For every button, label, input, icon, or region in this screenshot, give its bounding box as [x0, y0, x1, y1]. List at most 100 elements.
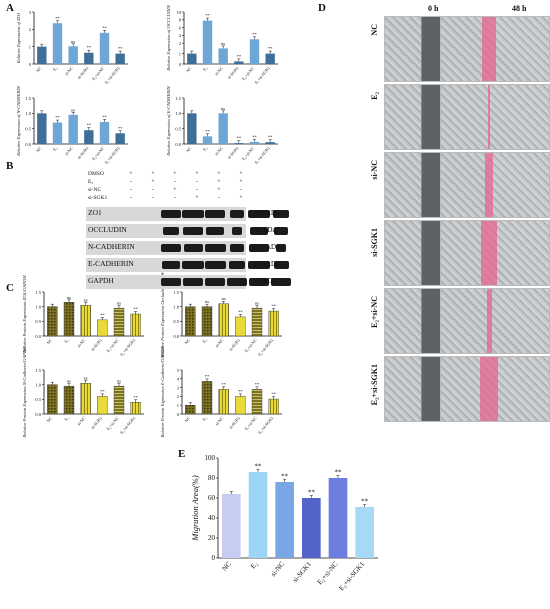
blot-band: [162, 261, 180, 269]
significance-mark: ns: [71, 39, 75, 44]
x-tick-label: E₂+si-SGK1: [104, 65, 121, 84]
bar: [130, 402, 141, 415]
y-tick-label: 0: [29, 62, 32, 67]
y-tick-label: 1.5: [173, 290, 179, 295]
significance-mark: **: [281, 473, 289, 481]
blot-kda-n-cadherin: 125 kDa: [254, 242, 280, 251]
y-tick-label: 0: [212, 554, 216, 562]
y-tick-label: 0: [177, 412, 180, 417]
x-tick-label: si-NC: [214, 145, 224, 156]
blot-row-e-cadherin: [86, 258, 289, 272]
x-tick-label: E₂: [52, 145, 59, 152]
blot-band: [230, 210, 244, 218]
blot-band: [274, 227, 288, 235]
x-tick-label: NC: [46, 337, 54, 345]
significance-mark: ns: [84, 298, 88, 303]
wound-row-label: si-NC: [370, 160, 379, 180]
blot-band: [271, 278, 291, 286]
blot-band: [232, 227, 242, 235]
y-tick-label: 1: [179, 51, 181, 56]
wound-row-label: E₂+si-SGK1: [370, 364, 379, 406]
significance-mark: **: [87, 123, 92, 128]
x-tick-label: si-NC: [214, 337, 224, 348]
blot-kda-gapdh: 36 kDa: [254, 276, 276, 285]
wound-row-label: E₂+si-NC: [370, 296, 379, 328]
bar: [202, 20, 213, 64]
condition-sign: +: [217, 171, 221, 177]
x-tick-label: E₂+si-NC: [316, 560, 340, 586]
y-tick-label: 10: [177, 10, 182, 15]
blot-label-n-cadherin: N-CADHERIN: [88, 242, 135, 251]
wound-edge-line: [421, 153, 422, 217]
bar: [222, 494, 241, 558]
blot-row-gapdh: [86, 275, 291, 289]
y-tick-label: 60: [208, 494, 216, 502]
bar: [328, 478, 348, 558]
y-tick-label: 0.5: [173, 319, 179, 324]
x-tick-label: si-SGK1: [226, 65, 239, 79]
y-tick-label: 2: [179, 41, 181, 46]
bar: [97, 319, 108, 337]
bar: [52, 122, 63, 144]
y-tick-label: 1.5: [35, 368, 41, 373]
bar: [249, 39, 260, 64]
significance-mark: **: [100, 389, 105, 394]
bar: [249, 141, 260, 144]
wound-col-0h: 0 h: [428, 4, 439, 13]
significance-mark: **: [238, 389, 243, 394]
x-tick-label: E₂+si-NC: [105, 415, 119, 431]
bar: [37, 113, 47, 144]
wound-gap: [488, 85, 490, 149]
bar: [185, 405, 196, 415]
bar: [202, 136, 213, 144]
x-tick-label: si-SGK1: [291, 560, 313, 584]
bar-chart: 0.0 0.5 1.0 1.5 Relative Expression of E-CAD…: [166, 85, 278, 165]
blot-band: [182, 210, 204, 218]
y-axis-label: Relative Expression of ZO1: [16, 13, 21, 64]
x-tick-label: si-NC: [64, 65, 74, 76]
significance-mark: **: [271, 392, 276, 397]
bar: [201, 381, 213, 415]
significance-mark: **: [252, 134, 257, 139]
significance-mark: **: [205, 13, 210, 18]
blot-band: [183, 227, 203, 235]
blot-band: [183, 244, 203, 252]
blot-band: [248, 261, 270, 269]
x-tick-label: si-SGK1: [76, 65, 89, 79]
wound-gap: [480, 357, 498, 421]
significance-mark: **: [268, 46, 273, 51]
y-tick-label: 1.5: [175, 96, 181, 101]
bar: [99, 32, 110, 64]
x-tick-label: E₂: [63, 337, 70, 344]
condition-sign: +: [195, 171, 199, 177]
significance-mark: **: [238, 309, 243, 314]
condition-sign: +: [129, 171, 133, 177]
significance-mark: **: [255, 382, 260, 387]
y-tick-label: 0.5: [35, 319, 41, 324]
bar: [63, 302, 75, 337]
significance-mark: **: [255, 463, 263, 471]
significance-mark: **: [252, 32, 257, 37]
blot-band: [183, 278, 203, 286]
bar: [84, 130, 94, 144]
significance-mark: **: [100, 312, 105, 317]
blot-band: [250, 227, 268, 235]
x-tick-label: si-SGK1: [90, 415, 103, 429]
bar: [80, 383, 91, 415]
blot-kda-e-cadherin: 135 kDa: [254, 259, 280, 268]
y-axis-label: Migration Area(%): [190, 475, 200, 542]
significance-mark: ns: [221, 41, 225, 46]
bar: [275, 482, 294, 558]
wound-image-48h: [440, 152, 550, 218]
y-tick-label: 1.0: [175, 111, 181, 116]
x-tick-label: E₂+si-NC: [241, 65, 255, 81]
x-tick-label: E₂+si-SGK1: [104, 145, 121, 164]
x-tick-label: si-SGK1: [228, 415, 241, 429]
bar: [68, 114, 78, 144]
wound-gap: [481, 221, 497, 285]
significance-mark: **: [55, 115, 60, 120]
x-tick-label: NC: [35, 65, 43, 73]
significance-mark: **: [308, 489, 316, 497]
x-tick-label: si-NC: [214, 65, 224, 76]
y-tick-label: 0.5: [175, 126, 181, 131]
